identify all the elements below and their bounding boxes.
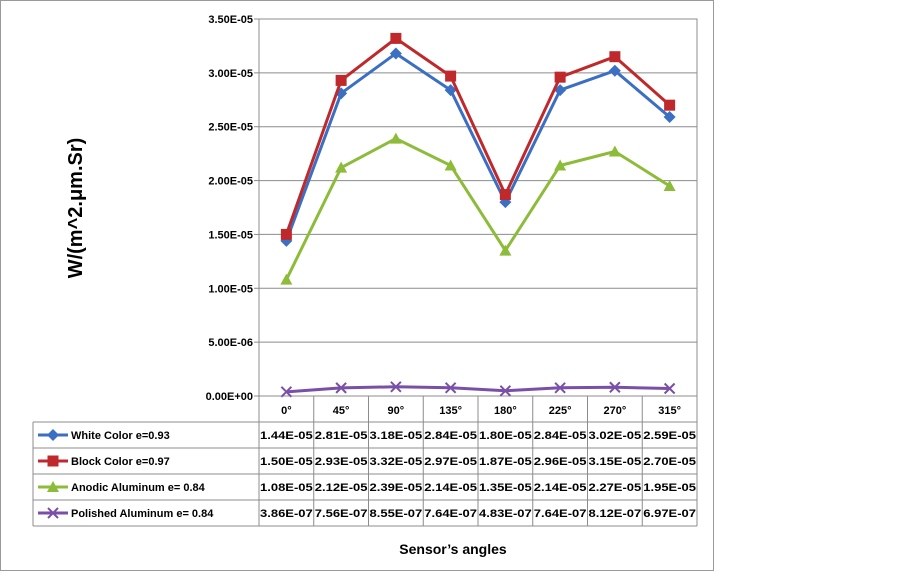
data-table-cell: 1.35E-05 bbox=[479, 482, 532, 494]
data-point-marker bbox=[444, 159, 457, 171]
data-point-marker bbox=[554, 159, 567, 171]
legend-key-marker bbox=[47, 481, 59, 492]
data-table-cell: 8.55E-07 bbox=[370, 508, 423, 520]
y-tick-label: 5.00E-06 bbox=[208, 337, 253, 349]
data-point-marker bbox=[335, 74, 347, 86]
y-tick-label: 1.00E-05 bbox=[208, 283, 253, 295]
data-table-cell: 3.86E-07 bbox=[260, 508, 313, 520]
data-point-marker bbox=[608, 64, 621, 77]
series-line bbox=[285, 137, 671, 281]
y-axis-title: W/(m^2.μm.Sr) bbox=[65, 138, 87, 279]
x-category-label: 315° bbox=[658, 405, 681, 417]
data-table-cell: 1.87E-05 bbox=[479, 456, 532, 468]
data-table-cell: 2.93E-05 bbox=[315, 456, 368, 468]
y-tick-label: 1.50E-05 bbox=[208, 229, 253, 241]
data-table-cell: 3.15E-05 bbox=[589, 456, 642, 468]
y-tick-label: 3.00E-05 bbox=[208, 68, 253, 80]
data-table-cell: 3.32E-05 bbox=[370, 456, 423, 468]
data-table-cell: 2.27E-05 bbox=[589, 482, 642, 494]
data-point-marker bbox=[554, 71, 566, 83]
data-table-cell: 1.95E-05 bbox=[643, 482, 696, 494]
data-point-marker bbox=[390, 32, 402, 44]
y-tick-label: 3.50E-05 bbox=[208, 14, 253, 26]
data-table-cell: 2.81E-05 bbox=[315, 430, 368, 442]
legend-entry: Polished Aluminum e= 0.84 bbox=[71, 508, 214, 520]
legend-entry: Block Color e=0.97 bbox=[71, 456, 170, 468]
series-line bbox=[286, 385, 670, 394]
data-table-cell: 2.59E-05 bbox=[643, 430, 696, 442]
legend-entry: Anodic Aluminum e= 0.84 bbox=[71, 482, 206, 494]
data-table-cell: 7.64E-07 bbox=[424, 508, 477, 520]
x-category-label: 225° bbox=[549, 405, 572, 417]
data-table-cell: 2.39E-05 bbox=[370, 482, 423, 494]
data-table-cell: 2.14E-05 bbox=[534, 482, 587, 494]
data-table-cell: 1.08E-05 bbox=[260, 482, 313, 494]
data-point-marker bbox=[608, 145, 621, 157]
y-tick-label: 2.50E-05 bbox=[208, 122, 253, 134]
data-table-cell: 1.80E-05 bbox=[479, 430, 532, 442]
data-table-cell: 3.02E-05 bbox=[589, 430, 642, 442]
x-category-label: 45° bbox=[333, 405, 350, 417]
data-point-marker bbox=[280, 228, 292, 240]
data-table-cell: 7.64E-07 bbox=[534, 508, 587, 520]
data-table-cell: 2.97E-05 bbox=[424, 456, 477, 468]
data-point-marker bbox=[280, 386, 293, 398]
x-category-label: 135° bbox=[439, 405, 462, 417]
data-point-marker bbox=[280, 273, 293, 285]
data-point-marker bbox=[499, 244, 512, 256]
data-point-marker bbox=[335, 382, 347, 394]
series-line bbox=[284, 51, 671, 242]
data-point-marker bbox=[389, 132, 402, 144]
data-point-marker bbox=[335, 161, 348, 173]
data-point-marker bbox=[390, 381, 402, 393]
data-table-cell: 1.50E-05 bbox=[260, 456, 313, 468]
data-point-marker bbox=[663, 382, 676, 395]
data-table-cell: 2.12E-05 bbox=[315, 482, 368, 494]
x-axis-title: Sensor’s angles bbox=[399, 541, 507, 557]
data-table-cell: 2.70E-05 bbox=[643, 456, 696, 468]
data-table-cell: 2.14E-05 bbox=[424, 482, 477, 494]
data-table-cell: 6.97E-07 bbox=[643, 508, 696, 520]
data-table-cell: 2.84E-05 bbox=[424, 430, 477, 442]
data-table-cell: 8.12E-07 bbox=[589, 508, 642, 520]
x-category-label: 270° bbox=[603, 405, 626, 417]
data-point-marker bbox=[499, 385, 512, 397]
data-point-marker bbox=[554, 382, 566, 394]
data-table-cell: 1.44E-05 bbox=[260, 430, 313, 442]
data-point-marker bbox=[445, 70, 457, 82]
data-point-marker bbox=[444, 84, 457, 97]
data-point-marker bbox=[609, 51, 621, 63]
data-point-marker bbox=[389, 47, 402, 60]
data-point-marker bbox=[663, 179, 676, 191]
data-table-cell: 7.56E-07 bbox=[315, 508, 368, 520]
legend-key-marker bbox=[47, 507, 59, 519]
legend-key-marker bbox=[47, 455, 59, 467]
x-category-label: 0° bbox=[281, 405, 292, 417]
series-line bbox=[284, 36, 671, 235]
data-point-marker bbox=[664, 99, 676, 111]
y-tick-label: 0.00E+00 bbox=[206, 391, 253, 403]
x-category-label: 180° bbox=[494, 405, 517, 417]
x-category-label: 90° bbox=[388, 405, 405, 417]
legend-key-marker bbox=[47, 429, 59, 441]
data-table-cell: 2.96E-05 bbox=[534, 456, 587, 468]
data-table-cell: 3.18E-05 bbox=[370, 430, 423, 442]
data-point-marker bbox=[499, 189, 511, 201]
data-table-cell: 2.84E-05 bbox=[534, 430, 587, 442]
data-point-marker bbox=[663, 111, 676, 124]
y-tick-label: 2.00E-05 bbox=[208, 176, 253, 188]
data-table-cell: 4.83E-07 bbox=[479, 508, 532, 520]
data-point-marker bbox=[609, 381, 621, 393]
data-point-marker bbox=[444, 382, 457, 394]
legend-entry: White Color e=0.93 bbox=[71, 430, 170, 442]
chart-frame bbox=[0, 0, 714, 571]
